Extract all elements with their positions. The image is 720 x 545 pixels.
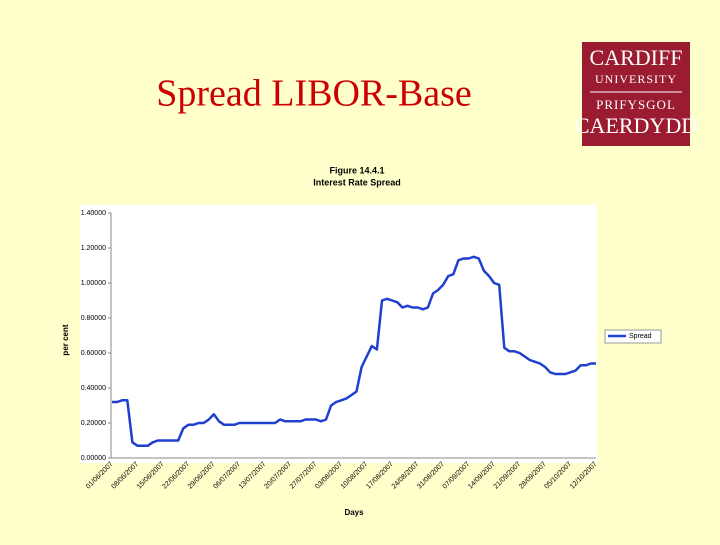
slide-title: Spread LIBOR-Base: [156, 73, 472, 115]
line: [112, 255, 596, 448]
logo: CARDIFF UNIVERSITY PRIFYSGOL CAERDYDD: [575, 42, 697, 146]
legend-box: [604, 329, 662, 344]
y-tick-label: 1.20000: [81, 245, 106, 252]
logo-text: PRIFYSGOL: [596, 97, 676, 112]
y-tick-label: 0.80000: [81, 315, 106, 322]
x-axis-label: Days: [344, 508, 364, 517]
logo-bg: [582, 42, 690, 146]
y-tick-label: 0.60000: [81, 350, 106, 357]
logo-text: CARDIFF: [590, 45, 683, 70]
logo-text: CAERDYDD: [575, 113, 697, 138]
chart-title: Figure 14.4.1: [329, 165, 384, 175]
plot-area: [80, 205, 597, 463]
x-tick-label: 12/10/2007: [569, 461, 599, 491]
logo-text: UNIVERSITY: [595, 72, 677, 86]
y-tick-label: 0.40000: [81, 385, 106, 392]
y-tick-label: 0.20000: [81, 420, 106, 427]
y-tick-label: 1.00000: [81, 280, 106, 287]
chart-subtitle: Interest Rate Spread: [313, 177, 401, 187]
y-tick-label: 1.40000: [81, 210, 106, 217]
legend-label: Spread: [629, 333, 652, 340]
y-tick-label: 0.00000: [81, 455, 106, 462]
y-axis-label: per cent: [61, 324, 70, 355]
